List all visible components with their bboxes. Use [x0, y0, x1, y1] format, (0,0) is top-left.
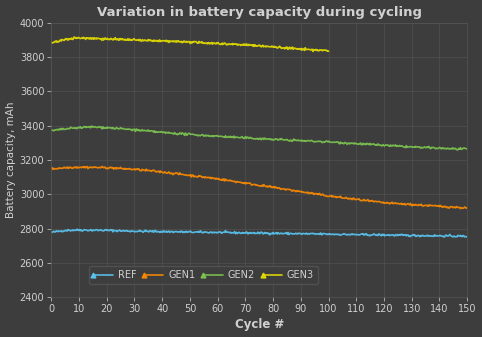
GEN3 — [310, 50, 316, 54]
GEN3 — [182, 40, 188, 44]
GEN1 — [274, 186, 280, 190]
GEN3 — [320, 48, 326, 52]
GEN2 — [390, 143, 396, 147]
REF — [441, 235, 447, 239]
GEN2 — [274, 137, 280, 141]
Legend: REF, GEN1, GEN2, GEN3: REF, GEN1, GEN2, GEN3 — [90, 267, 318, 284]
GEN3 — [214, 41, 220, 45]
X-axis label: Cycle #: Cycle # — [235, 318, 284, 332]
GEN2 — [247, 136, 253, 140]
GEN1 — [457, 207, 463, 211]
GEN1 — [249, 183, 255, 187]
GEN1 — [464, 206, 470, 210]
GEN2 — [464, 147, 470, 151]
Line: GEN2: GEN2 — [51, 126, 467, 150]
GEN2 — [297, 139, 303, 143]
Line: GEN1: GEN1 — [51, 166, 467, 209]
GEN2 — [455, 148, 460, 152]
GEN1 — [99, 164, 105, 168]
REF — [48, 230, 54, 234]
REF — [247, 231, 253, 235]
GEN1 — [390, 202, 396, 206]
GEN3 — [181, 39, 187, 43]
GEN2 — [48, 128, 54, 132]
REF — [249, 231, 255, 235]
Y-axis label: Battery capacity, mAh: Battery capacity, mAh — [6, 102, 15, 218]
GEN3 — [326, 49, 332, 53]
Line: GEN3: GEN3 — [51, 37, 329, 52]
GEN1 — [48, 166, 54, 171]
REF — [456, 234, 462, 238]
REF — [74, 227, 80, 231]
GEN1 — [297, 189, 303, 193]
GEN2 — [249, 136, 255, 141]
GEN1 — [455, 206, 461, 210]
GEN2 — [456, 146, 462, 150]
REF — [464, 235, 470, 239]
REF — [390, 233, 396, 237]
REF — [297, 231, 303, 235]
GEN3 — [276, 44, 282, 49]
GEN3 — [199, 40, 205, 44]
Title: Variation in battery capacity during cycling: Variation in battery capacity during cyc… — [97, 5, 422, 19]
GEN1 — [247, 181, 253, 185]
Line: REF: REF — [51, 229, 467, 237]
GEN3 — [48, 40, 54, 44]
REF — [274, 232, 280, 236]
GEN3 — [71, 35, 77, 39]
GEN2 — [88, 124, 94, 128]
